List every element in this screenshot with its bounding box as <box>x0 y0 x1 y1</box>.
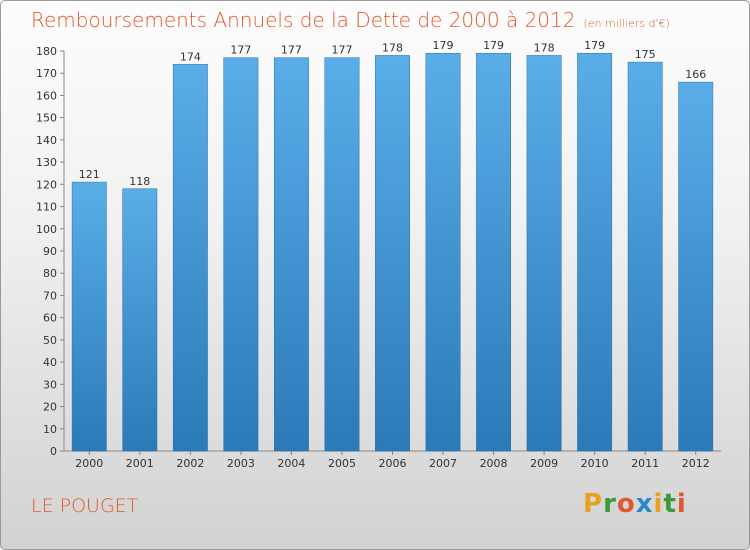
place-name: LE POUGET <box>31 495 139 517</box>
y-tick-label: 150 <box>36 112 57 125</box>
y-axis: 0 10 20 30 40 50 60 70 80 90 100 110 120 130 140 150 160… <box>36 45 65 458</box>
y-tick-label: 30 <box>43 378 57 391</box>
data-label-2004: 177 <box>281 44 302 57</box>
bar-2002 <box>172 64 208 452</box>
data-label-2001: 118 <box>129 175 150 188</box>
y-tick-label: 100 <box>36 223 57 236</box>
y-tick-label: 10 <box>43 423 57 436</box>
brand-letter: P <box>583 489 604 519</box>
y-tick-label: 110 <box>36 201 57 214</box>
x-tick-label-2005: 2005 <box>328 457 356 470</box>
y-tick-label: 90 <box>43 245 57 258</box>
y-tick-label: 120 <box>36 178 57 191</box>
y-tick-label: 50 <box>43 334 57 347</box>
brand-letter: t <box>663 489 677 519</box>
data-label-2006: 178 <box>382 41 403 54</box>
bar-2009 <box>526 55 562 452</box>
y-tick-label: 160 <box>36 89 57 102</box>
x-tick-label-2007: 2007 <box>429 457 457 470</box>
brand-letter: i <box>676 489 687 519</box>
bar-2006 <box>375 55 410 452</box>
data-label-2003: 177 <box>230 44 251 57</box>
brand-letter: o <box>616 489 636 519</box>
bar-2004 <box>273 57 309 452</box>
brand-letter: x <box>635 489 654 519</box>
chart-title: Remboursements Annuels de la Dette de 20… <box>31 8 670 32</box>
x-tick-label-2011: 2011 <box>631 457 659 470</box>
y-tick-label: 0 <box>50 445 57 458</box>
data-label-2007: 179 <box>433 39 454 52</box>
bar-2008 <box>476 52 512 452</box>
y-tick-label: 70 <box>43 289 57 302</box>
y-tick-label: 40 <box>43 356 57 369</box>
y-tick-label: 20 <box>43 401 57 414</box>
x-tick-label-2010: 2010 <box>581 457 609 470</box>
x-tick-label-2002: 2002 <box>176 457 204 470</box>
data-label-2008: 179 <box>483 39 504 52</box>
bar-2005 <box>324 57 360 452</box>
bar-2007 <box>425 52 461 452</box>
x-tick-label-2009: 2009 <box>530 457 558 470</box>
x-tick-label-2001: 2001 <box>126 457 154 470</box>
x-axis: 2000 2001 2002 2003 2004 2005 2006 2007 2008 2009… <box>64 450 721 470</box>
x-tick-label-2004: 2004 <box>277 457 305 470</box>
data-label-2009: 178 <box>534 41 555 54</box>
bars <box>71 52 714 452</box>
data-labels: 121 118 174 177 177 177 178 179 179 178 179 175 166 <box>79 39 706 188</box>
data-label-2005: 177 <box>331 44 352 57</box>
x-tick-label-2000: 2000 <box>75 457 103 470</box>
bar-2011 <box>627 61 663 452</box>
data-label-2000: 121 <box>79 168 100 181</box>
data-label-2002: 174 <box>180 50 201 63</box>
y-tick-label: 130 <box>36 156 57 169</box>
title-text: Remboursements Annuels de la Dette de 20… <box>31 8 576 32</box>
bar-2010 <box>577 52 613 452</box>
y-tick-label: 140 <box>36 134 57 147</box>
data-label-2011: 175 <box>635 48 656 61</box>
brand-letter: i <box>653 489 664 519</box>
x-tick-label-2012: 2012 <box>682 457 710 470</box>
data-label-2012: 166 <box>685 68 706 81</box>
y-tick-label: 80 <box>43 267 57 280</box>
y-tick-label: 180 <box>36 45 57 58</box>
bar-2001 <box>122 188 158 452</box>
bar-2012 <box>678 81 714 452</box>
y-tick-label: 170 <box>36 67 57 80</box>
x-tick-label-2008: 2008 <box>480 457 508 470</box>
bar-2000 <box>71 181 107 452</box>
x-tick-label-2003: 2003 <box>227 457 255 470</box>
y-tick-label: 60 <box>43 312 57 325</box>
unit-label: (en milliers d'€) <box>583 17 670 30</box>
data-label-2010: 179 <box>584 39 605 52</box>
bar-2003 <box>223 57 259 452</box>
x-tick-label-2006: 2006 <box>379 457 407 470</box>
proxiti-logo: Proxiti <box>583 489 687 519</box>
brand-letter: r <box>603 489 617 519</box>
